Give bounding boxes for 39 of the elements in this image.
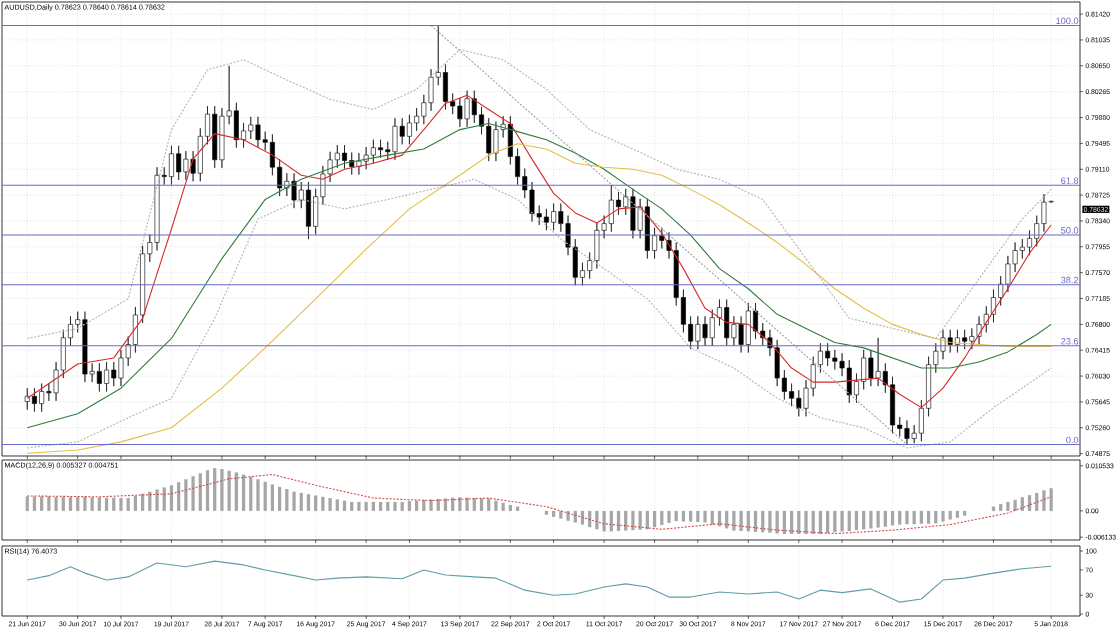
candlestick [406,114,412,145]
candlestick [890,376,895,434]
candlestick [378,139,384,159]
candlestick [832,349,838,370]
candlestick [904,420,910,445]
candlestick [392,117,398,161]
candlestick [745,302,751,353]
candlestick [457,97,463,128]
candlestick [644,198,650,259]
candlestick [630,188,636,239]
candlestick [702,316,708,347]
candlestick [305,181,311,240]
candlestick [82,311,88,383]
line-series [26,49,1052,340]
candlestick [31,387,37,412]
candlestick [608,185,614,232]
candlestick [96,363,102,392]
candlestick [370,139,376,164]
candlestick [255,116,261,149]
candlestick [342,144,347,169]
candlestick [176,145,182,181]
candlestick [825,342,831,367]
candlestick [551,203,557,231]
candlestick [39,383,45,412]
candlestick [248,116,254,140]
candlestick [875,337,881,387]
candlestick [183,150,189,181]
candlestick [493,121,499,162]
candlestick [724,299,730,347]
candlestick [846,359,852,404]
candlestick [464,90,470,128]
candlestick [695,316,701,350]
candlestick [212,105,218,169]
candlestick [962,329,968,350]
candlestick [168,145,174,185]
candlestick [104,361,110,392]
line-series [26,473,1052,535]
line-series [26,560,1052,603]
candlestick [543,208,549,231]
